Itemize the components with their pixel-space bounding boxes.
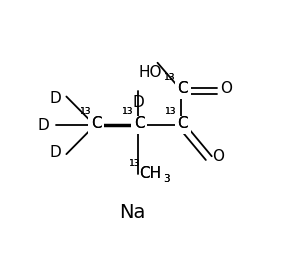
Text: D: D [132,95,144,110]
Text: 13: 13 [166,107,177,116]
Text: C: C [177,116,188,131]
Text: O: O [212,149,224,164]
Text: C: C [177,82,188,96]
Text: 13: 13 [128,159,140,167]
Text: D: D [49,91,61,106]
Text: 13: 13 [122,107,134,116]
Text: 13: 13 [164,73,176,82]
Bar [175,82,191,100]
Text: C: C [134,116,145,131]
Bar [131,116,147,134]
Text: D: D [49,145,61,160]
Text: 13: 13 [80,107,91,116]
Text: C: C [91,116,101,131]
Text: C: C [91,116,101,131]
Text: C: C [177,82,188,96]
Text: Na: Na [119,203,146,222]
Text: 13: 13 [164,73,176,82]
Text: D: D [38,118,49,133]
Text: 13: 13 [80,107,91,116]
Text: O: O [220,81,232,96]
Text: C: C [177,116,188,131]
Bar [88,116,104,134]
Text: 3: 3 [163,174,169,184]
Text: 3: 3 [163,174,169,184]
Bar [143,165,159,183]
Text: 13: 13 [166,107,177,116]
Text: 13: 13 [128,159,140,167]
Text: 13: 13 [122,107,134,116]
Text: CH: CH [140,166,162,181]
Text: CH: CH [140,166,162,181]
Text: HO: HO [139,65,162,80]
Bar [175,116,191,134]
Text: C: C [134,116,145,131]
